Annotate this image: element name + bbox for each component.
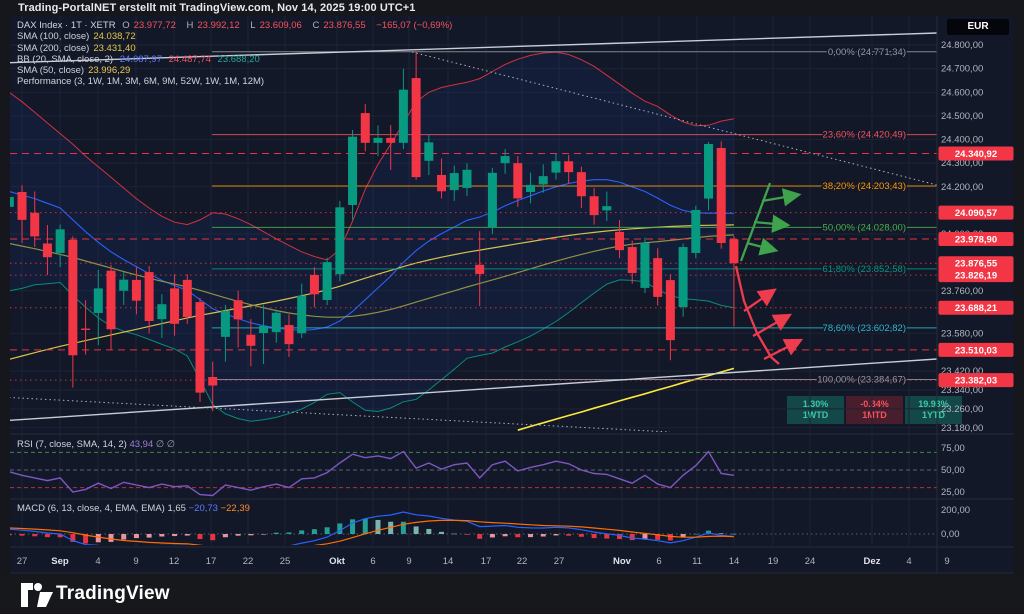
close-value: 23.876,55 [323,20,366,31]
performance-cell-1ytd: 19.93% 1YTD [905,396,962,424]
chart-panel-background [10,16,1014,573]
open-value: 23.977,72 [133,20,176,31]
change-value: −165,07 (−0,69%) [376,20,453,31]
low-value: 23.609,06 [259,20,302,31]
rsi-legend[interactable]: RSI (7, close, SMA, 14, 2) 43,94 ∅ ∅ [17,439,176,450]
footer-bar: TradingView [0,575,1024,614]
sma100-value: 24.038,72 [93,31,136,43]
perf-value: 19.93% [918,399,949,409]
page-title: Trading-PortalNET erstellt mit TradingVi… [18,2,416,14]
sma50-value: 23.996,29 [88,65,131,77]
perf-label: 1YTD [921,410,945,420]
high-value: 23.992,12 [197,20,240,31]
macd-signal-value: −22,39 [220,503,250,514]
perf-value: 1.30% [802,399,829,409]
bb-upper-value: 24.487,74 [168,53,211,65]
sma200-row[interactable]: SMA (200, close) 23.431,40 [17,42,136,54]
perf-value: -0.34% [860,399,889,409]
symbol-ohlc-row[interactable]: DAX Index · 1T · XETR O 23.977,72 H 23.992… [17,20,453,31]
perf-label: 1MTD [862,410,887,420]
bb-row[interactable]: BB (20, SMA, close, 2) 24.087,97 24.487,… [17,53,260,65]
macd-hist-value: 1,65 [167,503,186,514]
bb-basis-value: 24.087,97 [119,53,162,65]
indicator-legend: DAX Index · 1T · XETR O 23.977,72 H 23.992… [17,20,456,88]
performance-widget: 1.30% 1WTD -0.34% 1MTD 19.93% 1YTD [787,396,962,424]
rsi-extra: ∅ ∅ [155,439,176,450]
symbol-title: DAX Index · 1T · XETR [17,20,116,31]
performance-row[interactable]: Performance (3, 1W, 1M, 3M, 6M, 9M, 52W,… [17,76,265,88]
sma200-value: 23.431,40 [93,42,136,54]
perf-label: 1WTD [802,410,829,420]
bb-lower-value: 23.688,20 [217,53,260,65]
sma100-row[interactable]: SMA (100, close) 24.038,72 [17,31,136,43]
currency-button[interactable]: EUR [947,19,1009,35]
macd-line-value: −20,73 [188,503,218,514]
macd-legend[interactable]: MACD (6, 13, close, 4, EMA, EMA) 1,65 −2… [17,503,250,514]
tradingview-logo-icon [21,583,53,607]
tradingview-brand-text: TradingView [56,583,170,604]
rsi-value: 43,94 [129,439,154,450]
sma50-row[interactable]: SMA (50, close) 23.996,29 [17,65,131,77]
performance-cell-1mtd: -0.34% 1MTD [846,396,903,424]
performance-cell-1wtd: 1.30% 1WTD [787,396,844,424]
